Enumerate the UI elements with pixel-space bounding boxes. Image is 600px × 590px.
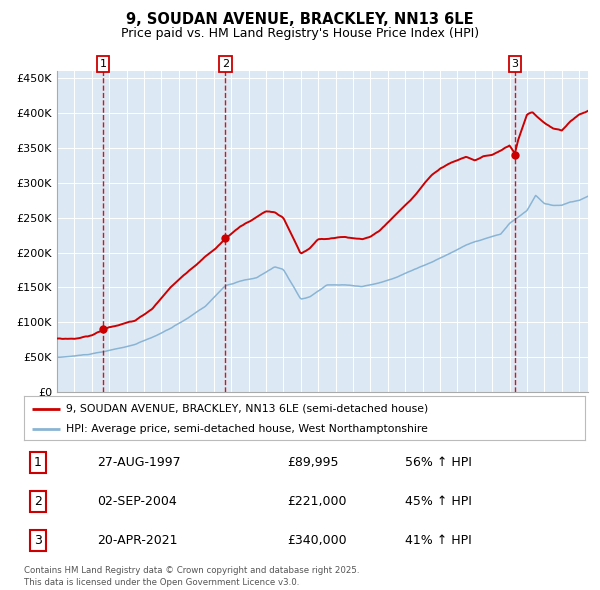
Text: Price paid vs. HM Land Registry's House Price Index (HPI): Price paid vs. HM Land Registry's House … — [121, 27, 479, 40]
Text: 41% ↑ HPI: 41% ↑ HPI — [406, 534, 472, 547]
Text: 3: 3 — [34, 534, 42, 547]
Text: 02-SEP-2004: 02-SEP-2004 — [97, 495, 176, 508]
Text: £221,000: £221,000 — [287, 495, 347, 508]
Text: 9, SOUDAN AVENUE, BRACKLEY, NN13 6LE (semi-detached house): 9, SOUDAN AVENUE, BRACKLEY, NN13 6LE (se… — [66, 404, 428, 414]
Text: 45% ↑ HPI: 45% ↑ HPI — [406, 495, 472, 508]
Text: 27-AUG-1997: 27-AUG-1997 — [97, 456, 181, 469]
Text: Contains HM Land Registry data © Crown copyright and database right 2025.
This d: Contains HM Land Registry data © Crown c… — [24, 566, 359, 587]
Text: 3: 3 — [511, 59, 518, 69]
Text: £340,000: £340,000 — [287, 534, 347, 547]
Text: 56% ↑ HPI: 56% ↑ HPI — [406, 456, 472, 469]
Text: 1: 1 — [34, 456, 42, 469]
Text: 9, SOUDAN AVENUE, BRACKLEY, NN13 6LE: 9, SOUDAN AVENUE, BRACKLEY, NN13 6LE — [126, 12, 474, 27]
Text: 20-APR-2021: 20-APR-2021 — [97, 534, 178, 547]
Text: 1: 1 — [100, 59, 107, 69]
Text: HPI: Average price, semi-detached house, West Northamptonshire: HPI: Average price, semi-detached house,… — [66, 424, 428, 434]
Text: 2: 2 — [34, 495, 42, 508]
Text: 2: 2 — [222, 59, 229, 69]
Text: £89,995: £89,995 — [287, 456, 339, 469]
